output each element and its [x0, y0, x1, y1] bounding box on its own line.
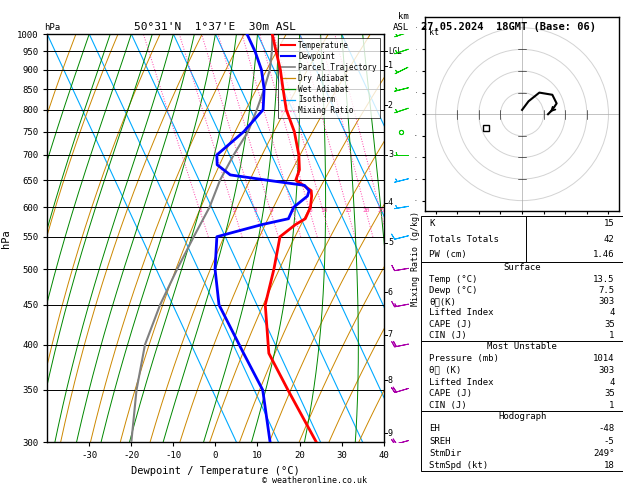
Text: 6: 6 [292, 208, 296, 213]
Text: Temp (°C): Temp (°C) [430, 275, 478, 284]
Text: CAPE (J): CAPE (J) [430, 320, 472, 329]
Text: 303: 303 [599, 366, 615, 375]
Text: -48: -48 [599, 424, 615, 434]
Text: 1014: 1014 [593, 354, 615, 363]
Text: CAPE (J): CAPE (J) [430, 389, 472, 398]
Text: © weatheronline.co.uk: © weatheronline.co.uk [262, 476, 367, 485]
Text: 35: 35 [604, 320, 615, 329]
Text: 15: 15 [604, 219, 615, 228]
Text: 4: 4 [388, 198, 393, 207]
Text: θᴇ (K): θᴇ (K) [430, 366, 462, 375]
Text: Mixing Ratio (g/kg): Mixing Ratio (g/kg) [411, 211, 420, 306]
Bar [421, 216, 623, 262]
Text: 10: 10 [320, 208, 327, 213]
Text: 1: 1 [610, 401, 615, 410]
Text: 2: 2 [233, 208, 237, 213]
X-axis label: Dewpoint / Temperature (°C): Dewpoint / Temperature (°C) [131, 466, 300, 476]
Text: K: K [430, 219, 435, 228]
Bar [421, 262, 623, 341]
Text: 303: 303 [599, 297, 615, 306]
Text: Lifted Index: Lifted Index [430, 309, 494, 317]
Text: 42: 42 [604, 235, 615, 243]
Text: 13.5: 13.5 [593, 275, 615, 284]
Text: kt: kt [429, 28, 439, 37]
Text: 2: 2 [388, 101, 393, 110]
Bar [421, 411, 623, 471]
Text: 35: 35 [604, 389, 615, 398]
Text: 15: 15 [345, 208, 352, 213]
Text: SREH: SREH [430, 436, 451, 446]
Text: Surface: Surface [503, 263, 541, 272]
Text: hPa: hPa [44, 22, 60, 32]
Text: θᴇ(K): θᴇ(K) [430, 297, 457, 306]
Text: Dewp (°C): Dewp (°C) [430, 286, 478, 295]
Text: 20: 20 [363, 208, 370, 213]
Bar [421, 341, 623, 411]
Text: PW (cm): PW (cm) [430, 250, 467, 259]
Text: 7.5: 7.5 [599, 286, 615, 295]
Text: km
ASL: km ASL [392, 12, 409, 32]
Text: 249°: 249° [593, 449, 615, 457]
Text: 3: 3 [388, 151, 393, 159]
Text: 8: 8 [308, 208, 312, 213]
Text: CIN (J): CIN (J) [430, 331, 467, 340]
Text: 6: 6 [388, 288, 393, 296]
Text: 8: 8 [388, 376, 393, 385]
Y-axis label: hPa: hPa [1, 229, 11, 247]
Text: StmSpd (kt): StmSpd (kt) [430, 461, 489, 469]
Text: CIN (J): CIN (J) [430, 401, 467, 410]
Text: 1: 1 [610, 331, 615, 340]
Text: 25: 25 [377, 208, 384, 213]
Text: 1: 1 [199, 208, 203, 213]
Text: 3: 3 [253, 208, 257, 213]
Text: Lifted Index: Lifted Index [430, 378, 494, 386]
Text: 4: 4 [269, 208, 273, 213]
Text: 4: 4 [610, 378, 615, 386]
Text: LCL: LCL [388, 47, 402, 56]
Text: StmDir: StmDir [430, 449, 462, 457]
Text: -5: -5 [604, 436, 615, 446]
Text: EH: EH [430, 424, 440, 434]
Text: Totals Totals: Totals Totals [430, 235, 499, 243]
Text: 27.05.2024  18GMT (Base: 06): 27.05.2024 18GMT (Base: 06) [421, 21, 596, 32]
Text: 9: 9 [388, 429, 393, 438]
Text: 5: 5 [388, 239, 393, 247]
Legend: Temperature, Dewpoint, Parcel Trajectory, Dry Adiabat, Wet Adiabat, Isotherm, Mi: Temperature, Dewpoint, Parcel Trajectory… [278, 38, 380, 119]
Text: Hodograph: Hodograph [498, 413, 546, 421]
Text: 7: 7 [388, 330, 393, 339]
Text: 18: 18 [604, 461, 615, 469]
Text: 1.46: 1.46 [593, 250, 615, 259]
Text: 4: 4 [610, 309, 615, 317]
Text: Pressure (mb): Pressure (mb) [430, 354, 499, 363]
Bar [526, 216, 623, 262]
Text: 50°31'N  1°37'E  30m ASL: 50°31'N 1°37'E 30m ASL [135, 21, 296, 32]
Text: 1: 1 [388, 62, 393, 70]
Text: Most Unstable: Most Unstable [487, 342, 557, 351]
